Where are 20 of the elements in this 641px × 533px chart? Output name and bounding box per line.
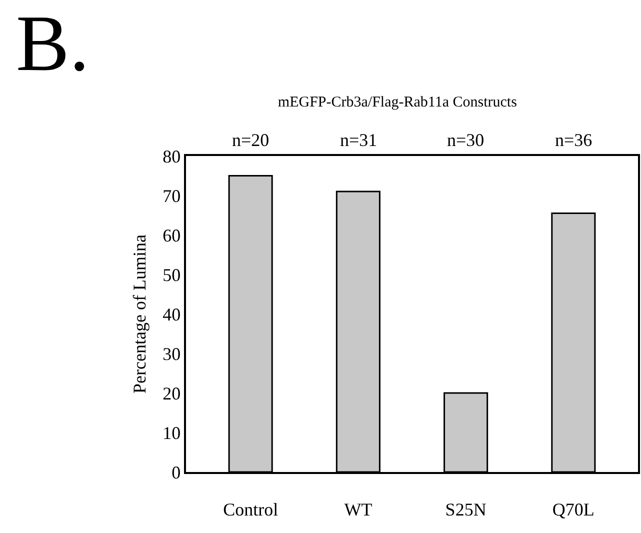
y-tick-label: 80 bbox=[162, 146, 181, 166]
text: n=31 bbox=[340, 130, 378, 150]
y-tick-label: 30 bbox=[162, 344, 181, 364]
y-tick-label: 60 bbox=[162, 225, 181, 246]
x-tick-label: S25N bbox=[445, 499, 486, 520]
text: B. bbox=[16, 0, 90, 88]
text: n=36 bbox=[555, 130, 592, 150]
y-axis-title: Percentage of Lumina bbox=[129, 234, 150, 394]
y-tick-label: 0 bbox=[172, 462, 181, 482]
x-tick-label: Q70L bbox=[552, 499, 594, 520]
text: n=30 bbox=[447, 130, 484, 150]
x-tick-label: Control bbox=[223, 499, 278, 520]
y-tick-label: 10 bbox=[162, 422, 181, 443]
y-tick-label: 50 bbox=[162, 264, 181, 285]
y-tick-label: 40 bbox=[162, 304, 181, 324]
chart-title: mEGFP-Crb3a/Flag-Rab11a Constructs bbox=[278, 94, 518, 111]
text: n=20 bbox=[232, 130, 270, 150]
y-tick-label: 70 bbox=[162, 186, 181, 206]
x-tick-label: WT bbox=[344, 499, 372, 520]
y-tick-label: 20 bbox=[162, 383, 181, 404]
